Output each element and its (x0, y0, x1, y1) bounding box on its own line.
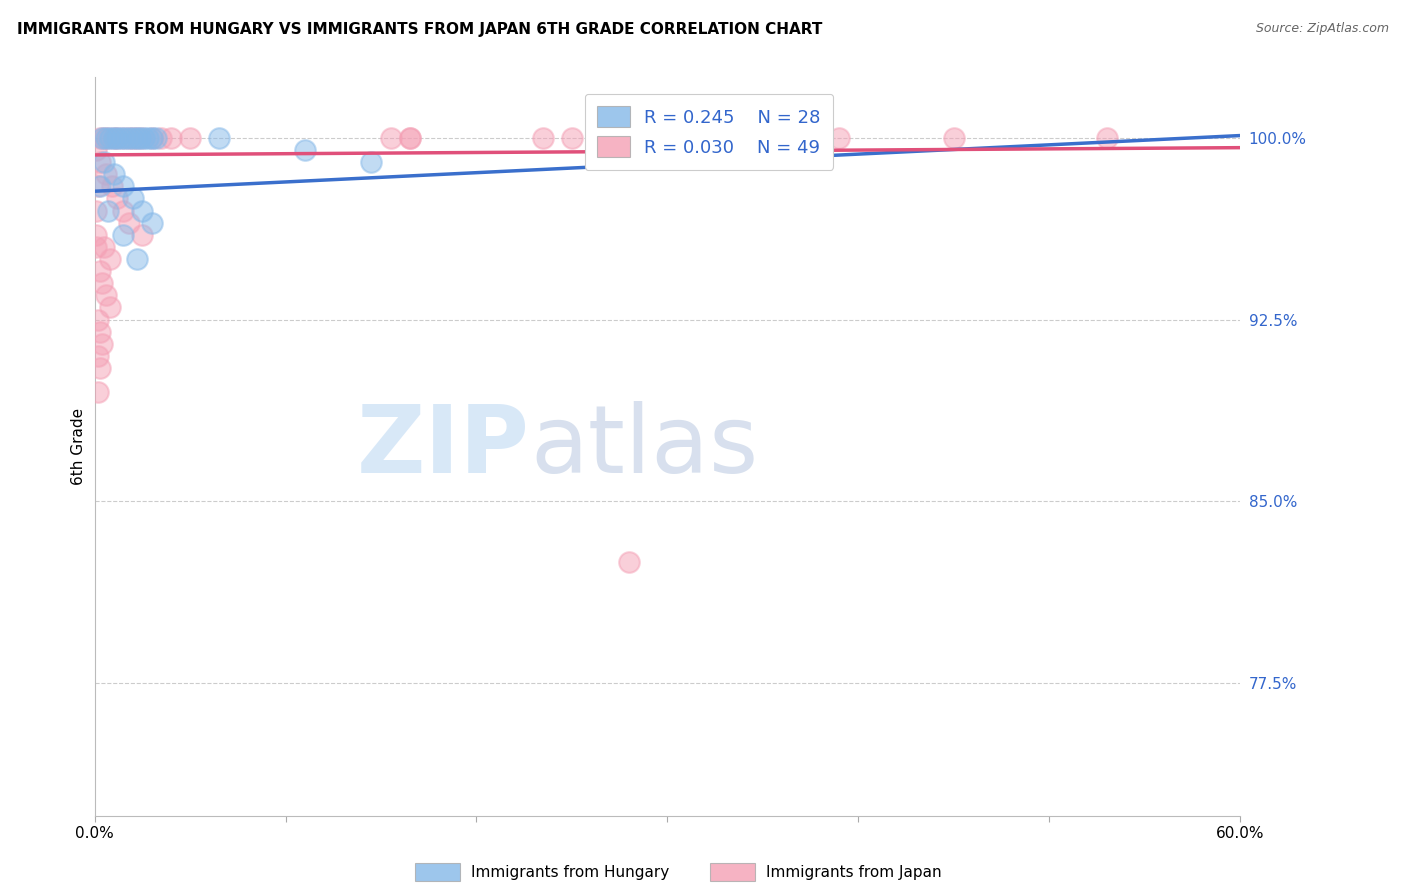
Point (86, 203, 108, 218)
Point (91, 277, 114, 291)
Point (134, 131, 156, 145)
Point (129, 131, 152, 145)
Point (89, 264, 111, 278)
Point (619, 555, 641, 569)
Point (131, 131, 153, 145)
Point (531, 131, 554, 145)
Point (125, 131, 148, 145)
Point (398, 131, 420, 145)
Point (380, 131, 402, 145)
Point (94, 131, 117, 145)
Point (118, 131, 141, 145)
Point (87, 349, 110, 363)
Point (125, 252, 148, 266)
Point (110, 131, 132, 145)
Text: IMMIGRANTS FROM HUNGARY VS IMMIGRANTS FROM JAPAN 6TH GRADE CORRELATION CHART: IMMIGRANTS FROM HUNGARY VS IMMIGRANTS FR… (17, 22, 823, 37)
Point (107, 131, 129, 145)
Point (98, 252, 121, 266)
Point (94, 167, 117, 181)
Point (103, 167, 125, 181)
Point (89, 131, 111, 145)
Text: Immigrants from Japan: Immigrants from Japan (766, 865, 942, 880)
Point (112, 227, 135, 242)
Point (1095, 131, 1118, 145)
Point (91, 336, 114, 351)
Point (360, 155, 382, 169)
Point (179, 131, 201, 145)
Point (103, 131, 125, 145)
Point (561, 131, 583, 145)
Point (114, 131, 136, 145)
Text: ZIP: ZIP (357, 401, 530, 492)
Point (98, 301, 121, 315)
Point (112, 131, 135, 145)
Point (599, 131, 621, 145)
Y-axis label: 6th Grade: 6th Grade (72, 409, 86, 485)
Point (208, 131, 231, 145)
Point (98, 131, 121, 145)
Point (828, 131, 851, 145)
Point (89, 325, 111, 339)
Point (136, 131, 159, 145)
Point (121, 131, 143, 145)
Point (93, 240, 115, 254)
Point (141, 131, 163, 145)
Point (89, 361, 111, 376)
Point (97, 203, 120, 218)
Point (150, 131, 173, 145)
Text: Source: ZipAtlas.com: Source: ZipAtlas.com (1256, 22, 1389, 36)
Point (89, 179, 111, 194)
Point (125, 131, 148, 145)
Point (97, 131, 120, 145)
Point (118, 216, 141, 230)
Point (103, 131, 125, 145)
Point (160, 131, 183, 145)
Text: Immigrants from Hungary: Immigrants from Hungary (471, 865, 669, 880)
Legend: R = 0.245    N = 28, R = 0.030    N = 49: R = 0.245 N = 28, R = 0.030 N = 49 (585, 94, 834, 169)
Point (121, 192, 143, 206)
Point (100, 179, 122, 194)
Point (752, 131, 775, 145)
Point (131, 203, 153, 218)
Point (89, 155, 111, 169)
Point (86, 240, 108, 254)
Point (93, 155, 115, 169)
Point (118, 131, 141, 145)
Point (87, 179, 110, 194)
Point (107, 192, 129, 206)
Point (87, 385, 110, 400)
Point (86, 227, 108, 242)
Point (131, 227, 153, 242)
Point (86, 143, 108, 157)
Point (94, 288, 117, 302)
Point (121, 131, 143, 145)
Point (141, 131, 163, 145)
Point (942, 131, 965, 145)
Text: atlas: atlas (530, 401, 758, 492)
Point (107, 131, 129, 145)
Point (294, 143, 316, 157)
Point (145, 131, 167, 145)
Point (141, 216, 163, 230)
Point (112, 179, 135, 194)
Point (112, 203, 135, 218)
Point (87, 312, 110, 326)
Point (398, 131, 420, 145)
Point (93, 131, 115, 145)
Point (91, 131, 114, 145)
